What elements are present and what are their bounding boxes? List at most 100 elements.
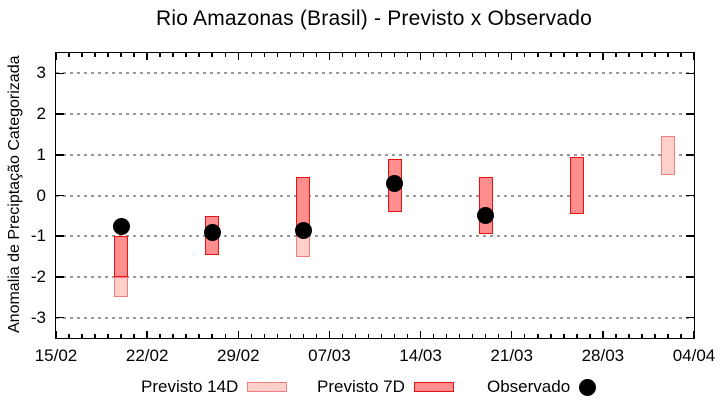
forecast-14d-bar <box>660 136 675 176</box>
x-minor-tick <box>445 334 448 338</box>
x-minor-tick <box>523 53 526 57</box>
forecast-7d-bar <box>478 177 493 235</box>
x-minor-tick <box>341 334 344 338</box>
forecast-7d-bar <box>569 156 584 214</box>
x-minor-tick <box>198 334 200 338</box>
y-tick <box>56 235 64 237</box>
x-tick-label: 14/03 <box>399 346 442 365</box>
x-minor-tick <box>224 53 226 57</box>
y-tick <box>686 235 694 237</box>
x-major-tick <box>237 331 240 338</box>
x-minor-tick <box>107 53 109 57</box>
x-minor-tick <box>120 334 122 338</box>
y-tick-label: 0 <box>36 185 46 205</box>
x-minor-tick <box>576 53 578 57</box>
grid-line <box>56 316 694 319</box>
x-minor-tick <box>81 53 83 57</box>
x-minor-tick <box>497 53 500 57</box>
x-minor-tick <box>289 53 292 57</box>
x-tick-label: 28/03 <box>581 346 625 365</box>
x-minor-tick <box>615 334 617 338</box>
x-minor-tick <box>576 334 578 338</box>
x-minor-tick <box>641 53 643 57</box>
x-major-tick <box>693 331 695 338</box>
x-minor-tick <box>484 334 487 338</box>
previsto-14d-swatch <box>247 382 288 392</box>
y-tick <box>686 316 694 319</box>
x-tick-label: 22/02 <box>125 346 169 365</box>
observed-point <box>477 207 495 225</box>
y-tick <box>56 154 64 156</box>
grid-line <box>56 194 694 197</box>
legend-item-observado: Observado <box>487 374 597 400</box>
x-minor-tick <box>680 53 682 57</box>
legend-label-previsto-14d: Previsto 14D <box>141 377 239 396</box>
x-major-tick <box>146 331 148 338</box>
x-minor-tick <box>380 334 383 338</box>
x-minor-tick <box>589 334 591 338</box>
legend-label-previsto-7d: Previsto 7D <box>317 377 405 396</box>
x-major-tick <box>328 331 331 338</box>
legend-item-previsto-7d: Previsto 7D <box>317 374 454 400</box>
x-minor-tick <box>406 334 409 338</box>
x-minor-tick <box>159 334 161 338</box>
x-minor-tick <box>615 53 617 57</box>
x-major-tick <box>55 53 57 60</box>
x-minor-tick <box>393 334 396 338</box>
x-major-tick <box>328 53 331 60</box>
x-minor-tick <box>641 334 643 338</box>
x-minor-tick <box>68 334 70 338</box>
x-minor-tick <box>185 334 187 338</box>
grid-line <box>56 275 694 278</box>
y-tick-label: 1 <box>36 144 46 164</box>
x-minor-tick <box>537 334 539 338</box>
x-minor-tick <box>159 53 161 57</box>
x-minor-tick <box>94 334 96 338</box>
x-major-tick <box>693 53 695 60</box>
y-tick-label: -1 <box>30 226 46 246</box>
x-minor-tick <box>289 334 292 338</box>
x-minor-tick <box>276 334 279 338</box>
x-minor-tick <box>367 334 370 338</box>
y-tick <box>56 194 64 197</box>
x-minor-tick <box>550 334 552 338</box>
x-minor-tick <box>302 53 305 57</box>
x-minor-tick <box>367 53 370 57</box>
grid-line <box>56 153 694 156</box>
x-minor-tick <box>224 334 226 338</box>
x-minor-tick <box>654 53 656 57</box>
x-minor-tick <box>211 53 213 57</box>
x-minor-tick <box>263 53 266 57</box>
x-minor-tick <box>315 53 318 57</box>
x-tick-label: 21/03 <box>490 346 533 365</box>
x-minor-tick <box>550 53 552 57</box>
x-minor-tick <box>589 53 591 57</box>
x-minor-tick <box>667 53 669 57</box>
x-minor-tick <box>250 334 253 338</box>
y-tick-label: 2 <box>36 104 46 124</box>
x-minor-tick <box>68 53 70 57</box>
x-minor-tick <box>120 53 122 57</box>
forecast-14d-bar <box>296 236 311 257</box>
x-minor-tick <box>537 53 539 57</box>
observed-point <box>294 221 312 239</box>
observado-swatch <box>579 378 597 396</box>
x-minor-tick <box>458 53 461 57</box>
legend-item-previsto-14d: Previsto 14D <box>141 374 288 400</box>
x-minor-tick <box>667 334 669 338</box>
x-minor-tick <box>654 334 656 338</box>
x-minor-tick <box>432 53 435 57</box>
x-minor-tick <box>393 53 396 57</box>
y-tick-label: -3 <box>30 307 46 327</box>
x-minor-tick <box>250 53 253 57</box>
y-tick <box>686 194 694 197</box>
x-minor-tick <box>263 334 266 338</box>
x-tick-label: 29/02 <box>217 346 260 365</box>
forecast-7d-bar <box>114 236 129 277</box>
x-major-tick <box>510 331 513 338</box>
x-minor-tick <box>107 334 109 338</box>
x-minor-tick <box>315 334 318 338</box>
x-minor-tick <box>198 53 200 57</box>
x-minor-tick <box>497 334 500 338</box>
